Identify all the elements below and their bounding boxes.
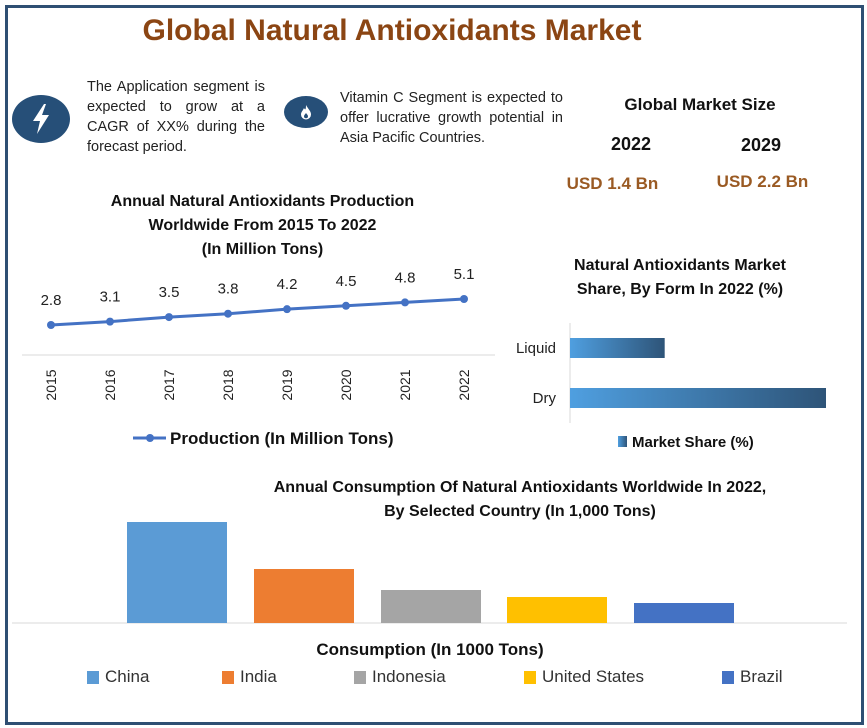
legend-label: Brazil [740, 667, 783, 686]
x-tick-label-2021: 2021 [397, 369, 413, 400]
consumption-bar-china [127, 522, 227, 623]
production-point-2015 [47, 321, 55, 329]
legend-item-brazil: Brazil [722, 667, 783, 687]
legend-label: India [240, 667, 277, 686]
legend-swatch [222, 670, 234, 684]
consumption-title-line-1: Annual Consumption Of Natural Antioxidan… [273, 479, 767, 496]
consumption-title-line-2: By Selected Country (In 1,000 Tons) [384, 503, 656, 520]
market-value-2022: USD 1.4 Bn [566, 174, 659, 193]
consumption-bar-brazil [634, 603, 734, 623]
form-title-line-1: Natural Antioxidants Market [574, 257, 786, 274]
production-point-2022 [460, 295, 468, 304]
market-value-2029: USD 2.2 Bn [716, 172, 809, 191]
market-year-2022: 2022 [610, 134, 652, 154]
form-bar-dry [570, 388, 826, 408]
production-data-label-2015: 2.8 [41, 292, 62, 309]
legend-swatch [354, 670, 366, 684]
production-data-label-2018: 3.8 [218, 281, 239, 298]
x-tick-label-2016: 2016 [102, 369, 118, 400]
form-share-chart-title: Natural Antioxidants Market Share, By Fo… [535, 254, 825, 302]
production-title-line-1: Annual Natural Antioxidants Production [110, 193, 415, 210]
legend-marker [146, 434, 154, 442]
production-point-2020 [342, 301, 350, 310]
production-data-label-2021: 4.8 [395, 269, 416, 286]
production-point-2021 [401, 298, 409, 307]
consumption-xlabel: Consumption (In 1000 Tons) [316, 640, 544, 659]
legend-label: China [105, 667, 150, 686]
production-data-label-2022: 5.1 [454, 266, 475, 283]
page-title: Global Natural Antioxidants Market [142, 14, 642, 47]
x-tick-label-2019: 2019 [279, 369, 295, 400]
form-category-label-dry: Dry [533, 390, 557, 407]
consumption-chart-title: Annual Consumption Of Natural Antioxidan… [230, 476, 810, 524]
legend-label: United States [542, 667, 645, 686]
production-data-label-2019: 4.2 [277, 276, 298, 293]
insight-vitamin-c: Vitamin C Segment is expected to offer l… [340, 90, 563, 146]
x-tick-label-2022: 2022 [456, 369, 472, 400]
infographic-frame [5, 5, 864, 725]
production-point-2017 [165, 313, 173, 322]
x-tick-label-2020: 2020 [338, 369, 354, 400]
form-category-label-liquid: Liquid [516, 340, 556, 357]
legend-swatch [524, 670, 536, 684]
flame-icon [284, 96, 328, 128]
production-series-line [50, 297, 465, 327]
legend-item-united-states: United States [524, 667, 644, 687]
legend-item-indonesia: Indonesia [354, 667, 446, 687]
production-data-label-2017: 3.5 [159, 284, 180, 301]
legend-swatch [722, 670, 734, 684]
form-legend-label: Market Share (%) [632, 434, 754, 451]
production-data-label-2016: 3.1 [100, 289, 121, 306]
production-line-chart: 2.8 2015 3.1 2016 3.5 2017 3.8 2018 4.2 2019 4.5 20… [22, 266, 495, 448]
consumption-bar-india [254, 569, 354, 623]
form-legend-swatch [618, 436, 627, 447]
production-title-line-2: Worldwide From 2015 To 2022 [148, 217, 377, 234]
form-title-line-2: Share, By Form In 2022 (%) [576, 281, 784, 298]
lightning-icon [12, 95, 70, 143]
production-title-line-3: (In Million Tons) [201, 241, 324, 258]
consumption-bar-chart [12, 522, 847, 624]
market-size-heading: Global Market Size [624, 95, 776, 114]
x-tick-label-2018: 2018 [220, 369, 236, 400]
form-bar-liquid [570, 338, 665, 358]
insight-application: The Application segment is expected to g… [87, 79, 265, 155]
x-tick-label-2015: 2015 [43, 369, 59, 400]
production-point-2019 [283, 305, 291, 314]
consumption-bar-indonesia [381, 590, 481, 623]
production-data-label-2020: 4.5 [336, 273, 357, 290]
legend-label: Indonesia [372, 667, 446, 686]
legend-item-china: China [87, 667, 149, 687]
market-year-2029: 2029 [740, 135, 782, 155]
x-tick-label-2017: 2017 [161, 369, 177, 400]
production-legend-label: Production (In Million Tons) [170, 429, 393, 448]
production-point-2018 [224, 309, 232, 318]
legend-swatch [87, 670, 99, 684]
production-point-2016 [106, 317, 114, 326]
consumption-bar-united-states [507, 597, 607, 623]
legend-item-india: India [222, 667, 277, 687]
form-share-bar-chart: Liquid Dry Market Share (%) [516, 323, 826, 451]
production-chart-title: Annual Natural Antioxidants Production W… [60, 190, 465, 262]
